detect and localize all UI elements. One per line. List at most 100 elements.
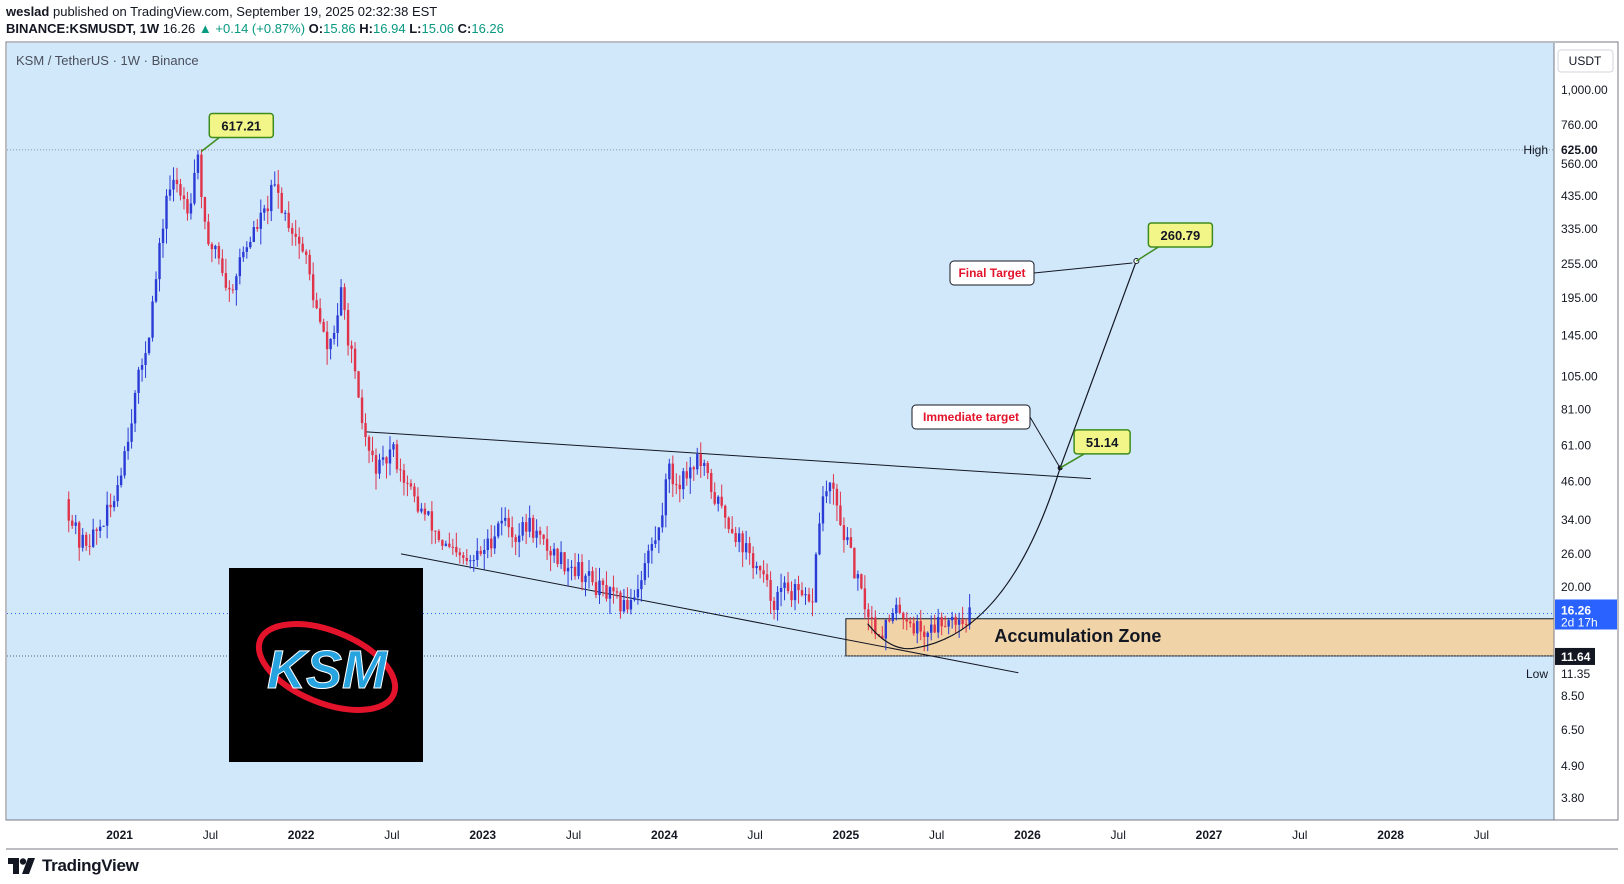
candle [161, 218, 165, 258]
candle-body [930, 624, 933, 633]
candle-body [902, 612, 905, 619]
x-tick-label: 2024 [651, 828, 678, 842]
candle [374, 448, 378, 490]
candle-body [266, 208, 269, 212]
candle [779, 573, 783, 607]
final-target-note[interactable] [949, 260, 1035, 286]
candle-body [332, 332, 336, 339]
candle-body [161, 228, 165, 244]
x-tick-label: 2025 [833, 828, 860, 842]
candle-body [381, 457, 385, 460]
candle-body [594, 582, 598, 596]
candle [814, 552, 818, 603]
candle [531, 514, 535, 543]
candle [528, 505, 531, 538]
candle-body [186, 199, 189, 214]
candle-body [531, 517, 535, 538]
candle-body [256, 227, 259, 229]
candle-body [221, 258, 224, 274]
projected-path-curve[interactable] [867, 260, 1137, 650]
candle-body [189, 203, 193, 214]
time-axis-panel[interactable] [7, 820, 1554, 850]
candle [71, 514, 74, 529]
y-tick-label: 435.00 [1561, 189, 1598, 203]
candle-body [158, 243, 161, 280]
candle-body [884, 619, 888, 639]
candle-body [399, 469, 402, 471]
candle-body [696, 454, 699, 470]
candle-body [615, 591, 619, 593]
chart-title: KSM / TetherUS · 1W · Binance [16, 53, 199, 68]
candle-body [102, 525, 105, 527]
candle [720, 484, 723, 509]
candle-body [322, 321, 325, 332]
final-value-callout[interactable] [1147, 222, 1214, 248]
candle [696, 447, 699, 475]
candle-body [633, 597, 636, 600]
immediate-value-callout[interactable] [1073, 429, 1131, 455]
candle-body [566, 567, 570, 572]
candle-body [395, 444, 399, 470]
candle-body [427, 511, 430, 515]
candle [406, 475, 409, 497]
immediate-target-note[interactable] [911, 404, 1031, 430]
x-tick-label: Jul [929, 828, 944, 842]
ath-callout-pointer [200, 136, 220, 153]
candle [399, 458, 402, 482]
candle-body [741, 533, 744, 553]
currency-label: USDT [1569, 54, 1602, 68]
candle [311, 262, 315, 308]
candle-body [601, 580, 605, 586]
candle-body [510, 527, 514, 538]
ath-callout[interactable] [208, 112, 275, 139]
open-key: O: [308, 21, 324, 36]
candle-body [238, 257, 242, 277]
candle-body [622, 600, 626, 612]
candle [325, 320, 329, 365]
price-chart[interactable]: High Low Accumulation Zone KSM 617.21 51.1… [0, 0, 1624, 856]
candle-body [242, 251, 245, 258]
high-value: 16.94 [373, 21, 406, 36]
candle [203, 196, 207, 230]
candle [395, 439, 399, 474]
current-price-badge[interactable] [1555, 599, 1617, 630]
candle-body [940, 617, 943, 627]
candle [392, 441, 395, 457]
candle [926, 631, 929, 652]
upper-trendline[interactable] [364, 431, 1092, 480]
candle [552, 542, 556, 563]
candle [884, 619, 888, 651]
candle-body [814, 554, 818, 603]
final-target-note-connector [1033, 262, 1133, 274]
candle [249, 236, 252, 249]
candle-body [420, 508, 423, 512]
candle [420, 503, 423, 514]
candle [573, 552, 577, 580]
candle [514, 534, 517, 556]
candle-body [874, 617, 877, 635]
candle [504, 507, 507, 527]
candle [367, 435, 371, 464]
candle-body [179, 184, 182, 196]
candle [828, 481, 832, 504]
candle [643, 553, 647, 586]
candle-body [193, 172, 196, 204]
candle-body [849, 537, 853, 548]
candle-body [469, 560, 472, 562]
price-axis-panel[interactable] [1554, 43, 1617, 820]
accumulation-zone[interactable] [845, 618, 1555, 657]
candle-body [682, 471, 685, 490]
candle-body [270, 184, 273, 212]
currency-button[interactable] [1557, 49, 1614, 73]
candle [214, 244, 217, 259]
candle-body [245, 247, 249, 252]
candle-body [95, 529, 98, 531]
lower-trendline[interactable] [400, 553, 1019, 674]
candle [905, 612, 908, 631]
candle-body [748, 543, 751, 554]
candle-body [926, 632, 929, 637]
candle-body [252, 227, 255, 242]
candle-body [413, 486, 416, 497]
author-name[interactable]: weslad [6, 4, 50, 19]
low-label: Low [1526, 667, 1548, 681]
